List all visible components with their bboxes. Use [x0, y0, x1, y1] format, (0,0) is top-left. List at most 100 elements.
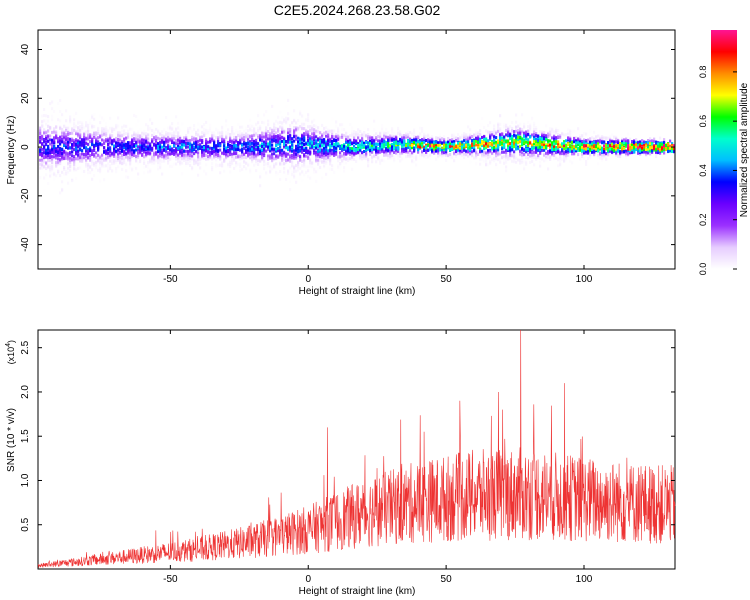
- heatmap-cell: [229, 145, 232, 149]
- heatmap-cell: [605, 147, 608, 151]
- heatmap-cell: [57, 148, 60, 152]
- heatmap-cell: [235, 161, 238, 165]
- heatmap-cell: [563, 159, 566, 163]
- heatmap-cell: [559, 164, 562, 168]
- heatmap-cell: [55, 174, 58, 178]
- heatmap-cell: [219, 135, 222, 139]
- heatmap-cell: [583, 148, 586, 152]
- heatmap-cell: [411, 154, 414, 158]
- heatmap-cell: [547, 150, 550, 154]
- heatmap-cell: [301, 134, 304, 138]
- heatmap-cell: [59, 110, 62, 113]
- heatmap-cell: [193, 124, 196, 127]
- heatmap-cell: [277, 121, 280, 125]
- heatmap-cell: [289, 188, 292, 192]
- heatmap-cell: [289, 154, 292, 157]
- heatmap-cell: [485, 163, 488, 167]
- heatmap-cell: [91, 124, 94, 128]
- heatmap-cell: [283, 140, 286, 144]
- heatmap-cell: [73, 126, 76, 130]
- heatmap-cell: [613, 144, 616, 148]
- heatmap-cell: [557, 140, 560, 144]
- heatmap-cell: [565, 150, 568, 154]
- heatmap-cell: [153, 161, 156, 165]
- heatmap-cell: [135, 148, 138, 152]
- heatmap-cell: [177, 131, 180, 135]
- heatmap-cell: [391, 132, 394, 136]
- heatmap-cell: [397, 131, 400, 135]
- heatmap-cell: [327, 142, 330, 146]
- heatmap-cell: [229, 162, 232, 166]
- heatmap-cell: [217, 129, 220, 132]
- heatmap-cell: [243, 136, 246, 140]
- heatmap-cell: [549, 145, 552, 149]
- heatmap-cell: [257, 145, 260, 149]
- heatmap-cell: [357, 150, 360, 154]
- heatmap-cell: [151, 129, 154, 133]
- heatmap-cell: [47, 135, 50, 139]
- heatmap-cell: [45, 119, 48, 123]
- heatmap-cell: [39, 136, 42, 139]
- heatmap-cell: [273, 132, 276, 136]
- heatmap-cell: [185, 138, 188, 142]
- heatmap-cell: [189, 142, 192, 146]
- heatmap-cell: [237, 122, 240, 126]
- heatmap-cell: [119, 161, 122, 164]
- heatmap-cell: [417, 139, 420, 143]
- heatmap-cell: [453, 135, 456, 139]
- heatmap-cell: [363, 150, 366, 153]
- heatmap-cell: [171, 134, 174, 138]
- heatmap-cell: [313, 136, 316, 140]
- heatmap-cell: [251, 145, 254, 149]
- heatmap-cell: [145, 145, 148, 149]
- heatmap-cell: [341, 159, 344, 163]
- heatmap-cell: [241, 135, 244, 139]
- heatmap-cell: [207, 148, 210, 152]
- heatmap-cell: [235, 161, 238, 165]
- heatmap-cell: [97, 132, 100, 136]
- heatmap-cell: [547, 143, 550, 147]
- heatmap-cell: [321, 134, 324, 138]
- heatmap-cell: [215, 135, 218, 139]
- heatmap-cell: [109, 155, 112, 159]
- heatmap-cell: [247, 145, 250, 149]
- heatmap-cell: [345, 131, 348, 135]
- heatmap-cell: [345, 138, 348, 142]
- heatmap-cell: [335, 152, 338, 156]
- heatmap-cell: [343, 128, 346, 131]
- heatmap-cell: [127, 141, 130, 145]
- heatmap-cell: [441, 148, 444, 152]
- heatmap-cell: [509, 142, 512, 145]
- heatmap-cell: [243, 134, 246, 138]
- heatmap-cell: [351, 141, 354, 145]
- heatmap-cell: [179, 162, 182, 166]
- heatmap-cell: [245, 128, 248, 132]
- heatmap-cell: [271, 167, 274, 171]
- heatmap-cell: [615, 153, 618, 157]
- heatmap-cell: [461, 140, 464, 144]
- heatmap-cell: [89, 149, 92, 153]
- heatmap-cell: [65, 156, 68, 160]
- heatmap-cell: [123, 132, 126, 136]
- heatmap-cell: [93, 174, 96, 177]
- heatmap-cell: [43, 155, 46, 159]
- heatmap-cell: [77, 120, 80, 124]
- heatmap-cell: [113, 154, 116, 158]
- heatmap-cell: [489, 155, 492, 159]
- heatmap-cell: [247, 133, 250, 137]
- heatmap-cell: [493, 138, 496, 142]
- heatmap-cell: [187, 129, 190, 133]
- heatmap-cell: [289, 146, 292, 149]
- heatmap-cell: [411, 146, 414, 150]
- heatmap-cell: [113, 127, 116, 131]
- heatmap-cell: [447, 144, 450, 147]
- heatmap-cell: [283, 145, 286, 149]
- heatmap-cell: [85, 161, 88, 165]
- heatmap-cell: [613, 140, 616, 144]
- heatmap-cell: [467, 154, 470, 158]
- heatmap-cell: [137, 135, 140, 139]
- heatmap-cell: [187, 156, 190, 160]
- heatmap-cell: [537, 155, 540, 159]
- heatmap-cell: [97, 168, 100, 172]
- heatmap-cell: [581, 146, 584, 150]
